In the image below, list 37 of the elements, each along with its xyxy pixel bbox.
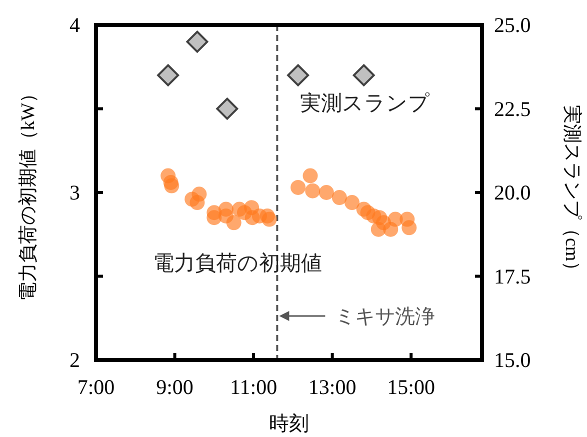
point bbox=[352, 64, 375, 86]
y2-tick-label: 15.0 bbox=[494, 348, 531, 372]
point bbox=[157, 64, 180, 86]
point bbox=[290, 180, 306, 195]
y2-axis-title: 実測スランプ（cm） bbox=[561, 104, 583, 280]
point bbox=[206, 210, 222, 226]
y-tick-label: 4 bbox=[70, 13, 80, 37]
point bbox=[186, 30, 208, 53]
point bbox=[216, 98, 238, 120]
point bbox=[332, 190, 347, 206]
point bbox=[305, 183, 320, 198]
point bbox=[318, 185, 334, 200]
x-tick-label: 15:00 bbox=[387, 375, 436, 399]
point bbox=[226, 215, 242, 230]
point bbox=[287, 64, 310, 86]
y2-tick-label: 17.5 bbox=[494, 264, 531, 288]
series-label: 電力負荷の初期値 bbox=[153, 251, 322, 275]
y-axis-title: 電力負荷の初期値（kW） bbox=[17, 84, 39, 302]
y-tick-label: 3 bbox=[70, 180, 80, 204]
ref-line-label: ミキサ洗浄 bbox=[335, 306, 436, 328]
point bbox=[344, 195, 360, 210]
x-tick-label: 11:00 bbox=[230, 375, 278, 399]
y2-tick-label: 22.5 bbox=[494, 96, 531, 121]
x-tick-label: 9:00 bbox=[156, 375, 194, 399]
x-tick-label: 13:00 bbox=[308, 375, 356, 399]
point bbox=[262, 212, 277, 227]
x-tick-label: 7:00 bbox=[77, 375, 115, 399]
point bbox=[190, 195, 205, 210]
x-axis-title: 時刻 bbox=[269, 413, 309, 435]
y2-tick-label: 25.0 bbox=[494, 13, 531, 37]
y-tick-label: 2 bbox=[70, 348, 80, 372]
point bbox=[402, 220, 417, 236]
point bbox=[164, 178, 180, 194]
point bbox=[302, 168, 318, 184]
y2-tick-label: 20.0 bbox=[494, 180, 531, 204]
series-label: 実測スランプ bbox=[300, 91, 430, 115]
point bbox=[370, 222, 386, 237]
